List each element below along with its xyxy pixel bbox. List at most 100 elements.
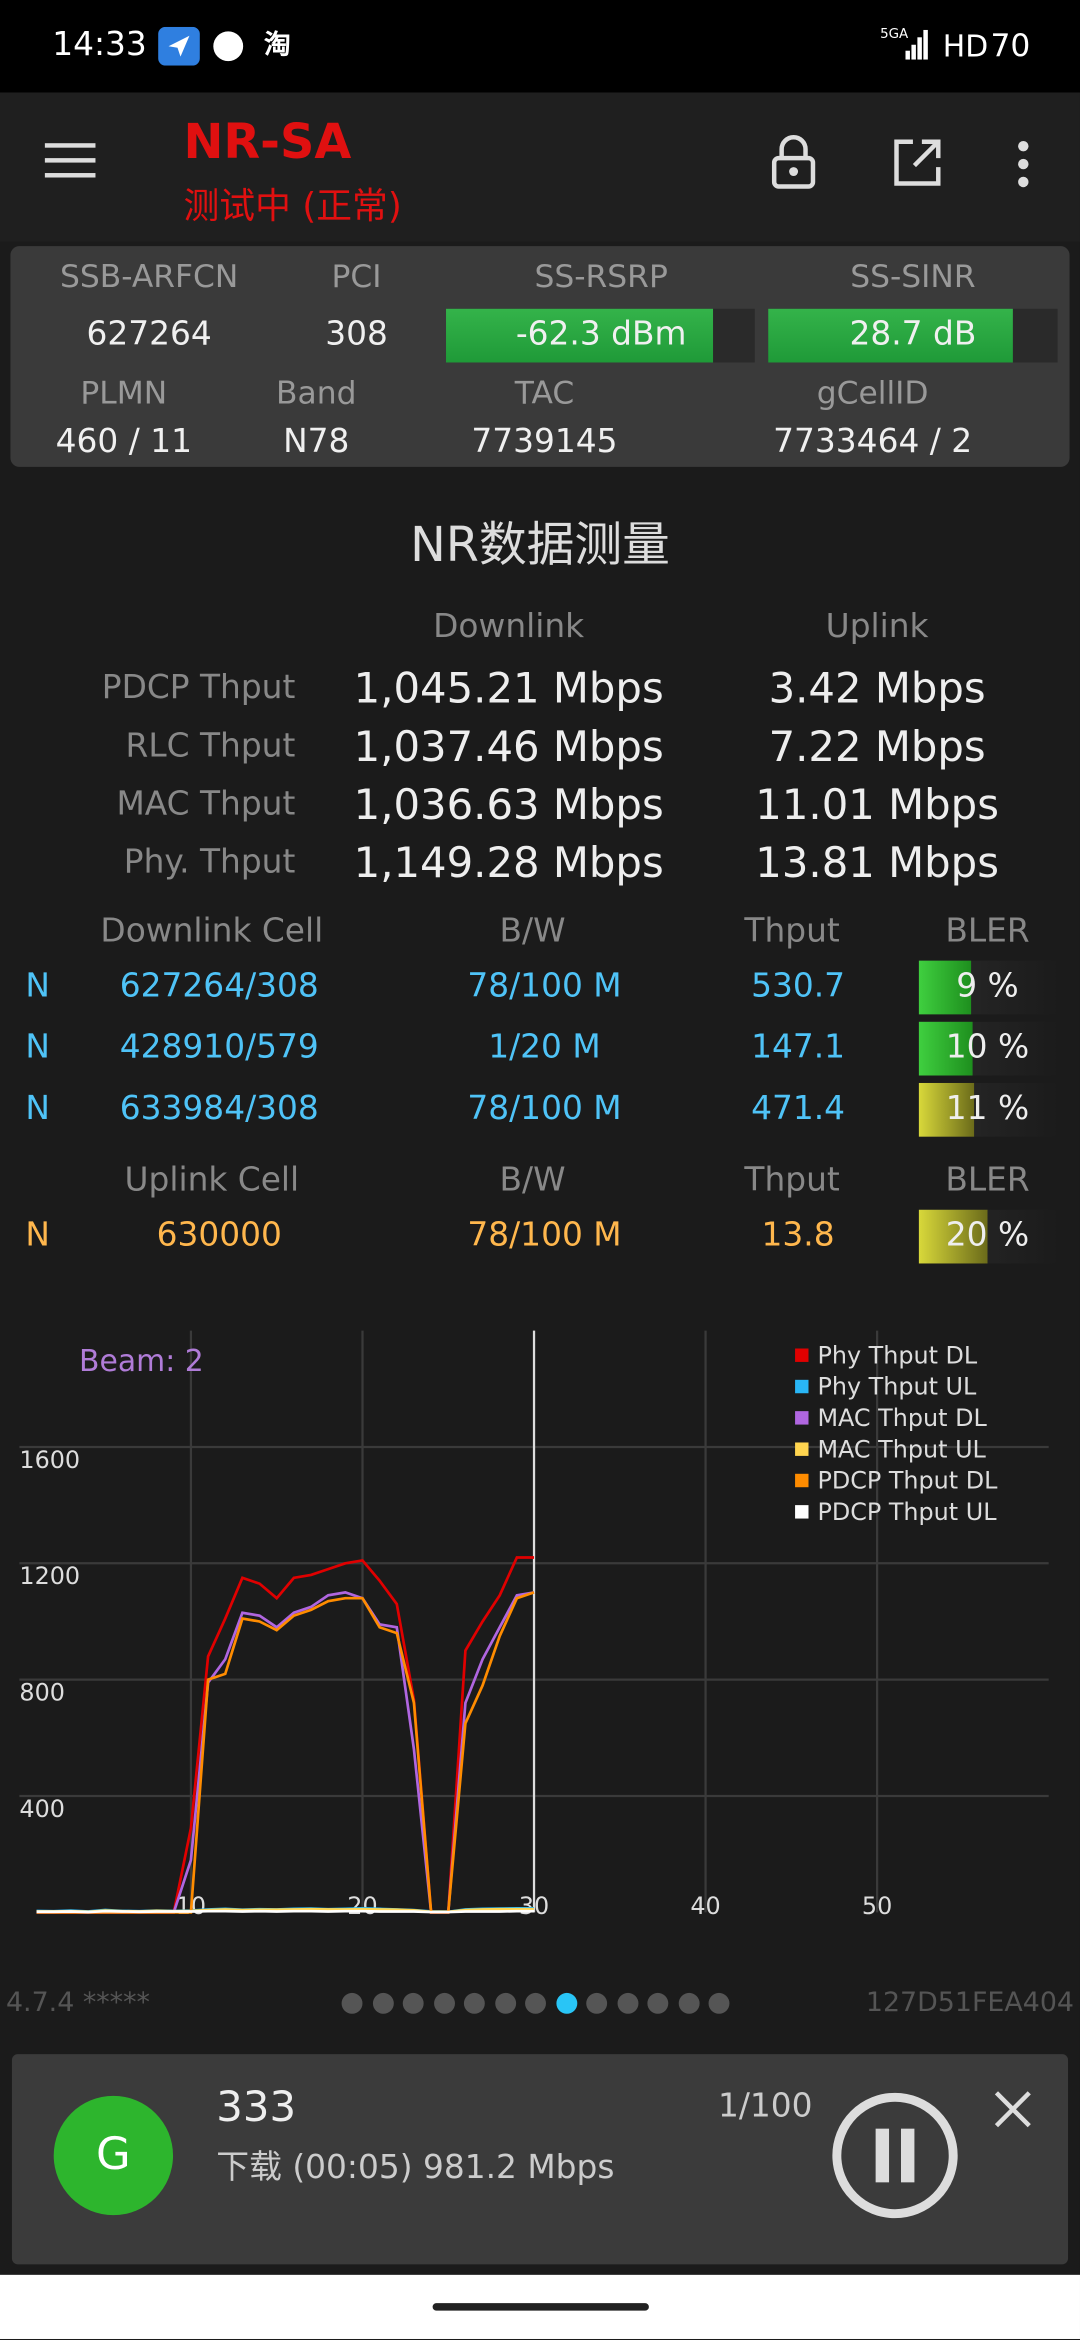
- page-dot[interactable]: [616, 1992, 638, 2014]
- network-type: 5GA: [880, 27, 909, 43]
- uplink-value: 13.81 Mbps: [755, 838, 999, 888]
- cell-field: 1/20 M: [488, 1029, 601, 1067]
- cell-value: N78: [283, 423, 350, 461]
- row-label: RLC Thput: [125, 727, 296, 766]
- downlink-value: 1,037.46 Mbps: [353, 721, 664, 772]
- page-dot[interactable]: [677, 1992, 699, 2014]
- legend-swatch: [795, 1442, 809, 1456]
- cell-value: 28.7 dB: [849, 316, 977, 354]
- cell-value: -62.3 dBm: [515, 316, 687, 354]
- legend-swatch: [795, 1379, 809, 1394]
- column-header: BLER: [945, 1162, 1030, 1200]
- column-header: Downlink: [433, 608, 585, 646]
- row-label: Phy. Thput: [123, 844, 296, 882]
- page-dot[interactable]: [402, 1992, 424, 2014]
- page-dot[interactable]: [341, 1992, 363, 2014]
- page-dot[interactable]: [463, 1992, 485, 2014]
- cell-label: SS-SINR: [850, 258, 976, 295]
- cell-field: 9 %: [956, 968, 1019, 1006]
- cell-field: 633984/308: [119, 1090, 319, 1128]
- menu-button[interactable]: [44, 142, 99, 181]
- page-dot[interactable]: [708, 1992, 730, 2014]
- close-button[interactable]: [993, 2090, 1032, 2129]
- cell-field: 530.7: [751, 968, 846, 1006]
- downlink-value: 1,045.21 Mbps: [353, 663, 664, 714]
- battery: 70: [990, 27, 1031, 64]
- row-label: MAC Thput: [116, 786, 296, 824]
- cell-label: Band: [276, 375, 357, 411]
- lock-button[interactable]: [770, 134, 818, 191]
- signal-icon: [905, 29, 928, 60]
- uplink-value: 11.01 Mbps: [755, 780, 999, 830]
- legend-swatch: [795, 1348, 809, 1362]
- beam-label: Beam: 2: [79, 1344, 204, 1379]
- series-line: [36, 1909, 535, 1914]
- y-tick-label: 400: [19, 1795, 65, 1823]
- legend-label: Phy Thput DL: [817, 1341, 977, 1369]
- legend-label: PDCP Thput UL: [817, 1498, 997, 1526]
- cell-label: TAC: [514, 375, 575, 411]
- app-icon: 淘: [264, 29, 291, 62]
- cell-type: N: [25, 1090, 50, 1128]
- y-tick-label: 1600: [19, 1446, 80, 1474]
- cell-type: N: [25, 968, 50, 1006]
- cell-field: 471.4: [751, 1090, 846, 1128]
- column-header: B/W: [499, 1162, 566, 1200]
- task-name: 333: [216, 2082, 297, 2132]
- column-header: Downlink Cell: [100, 912, 324, 951]
- page-dot[interactable]: [555, 1992, 577, 2014]
- cell-field: 13.8: [761, 1217, 835, 1255]
- section-title: NR数据测量: [410, 516, 670, 573]
- task-card: [11, 2054, 1069, 2265]
- column-header: B/W: [499, 912, 566, 951]
- cell-field: 20 %: [945, 1217, 1030, 1255]
- cell-field: 428910/579: [119, 1029, 319, 1067]
- cell-label: PCI: [331, 258, 382, 295]
- legend-swatch: [795, 1411, 809, 1425]
- home-indicator[interactable]: [432, 2303, 649, 2311]
- downlink-value: 1,149.28 Mbps: [353, 838, 664, 888]
- legend-label: PDCP Thput DL: [817, 1467, 998, 1495]
- downlink-value: 1,036.63 Mbps: [353, 780, 664, 830]
- cell-value: 627264: [86, 316, 212, 354]
- legend-label: MAC Thput UL: [817, 1435, 986, 1463]
- uplink-value: 3.42 Mbps: [768, 663, 986, 714]
- page-dot[interactable]: [647, 1992, 669, 2014]
- x-tick-label: 50: [862, 1892, 892, 1920]
- page-dot[interactable]: [372, 1992, 394, 2014]
- task-progress: 1/100: [717, 2088, 813, 2126]
- location-icon: [158, 26, 200, 66]
- cell-field: 147.1: [751, 1029, 846, 1067]
- app-bar: [0, 92, 1080, 242]
- legend-label: MAC Thput DL: [817, 1404, 987, 1432]
- app-title: NR-SA: [183, 113, 352, 171]
- more-button[interactable]: [1014, 139, 1032, 190]
- chat-icon: [213, 31, 244, 62]
- cell-type: N: [25, 1217, 50, 1255]
- column-header: Uplink Cell: [124, 1162, 300, 1200]
- legend-swatch: [795, 1505, 809, 1519]
- page-dot[interactable]: [586, 1992, 608, 2014]
- legend-label: Phy Thput UL: [817, 1373, 977, 1401]
- series-line: [36, 1556, 535, 1914]
- task-icon: [53, 2095, 174, 2216]
- pause-button[interactable]: [829, 2090, 960, 2221]
- uplink-value: 7.22 Mbps: [768, 721, 986, 772]
- page-dot[interactable]: [525, 1992, 546, 2014]
- cell-field: 10 %: [945, 1029, 1030, 1067]
- cell-field: 78/100 M: [467, 968, 622, 1006]
- test-status: 测试中 (正常): [183, 184, 402, 227]
- bler-bar: [918, 1082, 1060, 1137]
- page-dot[interactable]: [433, 1992, 455, 2014]
- cell-field: 627264/308: [119, 968, 319, 1006]
- column-header: Thput: [744, 1162, 840, 1200]
- cell-type: N: [25, 1029, 50, 1067]
- clock: 14:33: [52, 26, 147, 65]
- cell-label: SSB-ARFCN: [59, 258, 239, 295]
- share-button[interactable]: [892, 137, 943, 188]
- hd-indicator: HD: [942, 28, 989, 65]
- x-tick-label: 40: [690, 1892, 720, 1920]
- rsrp-bar: [446, 308, 714, 363]
- page-dot[interactable]: [494, 1992, 516, 2014]
